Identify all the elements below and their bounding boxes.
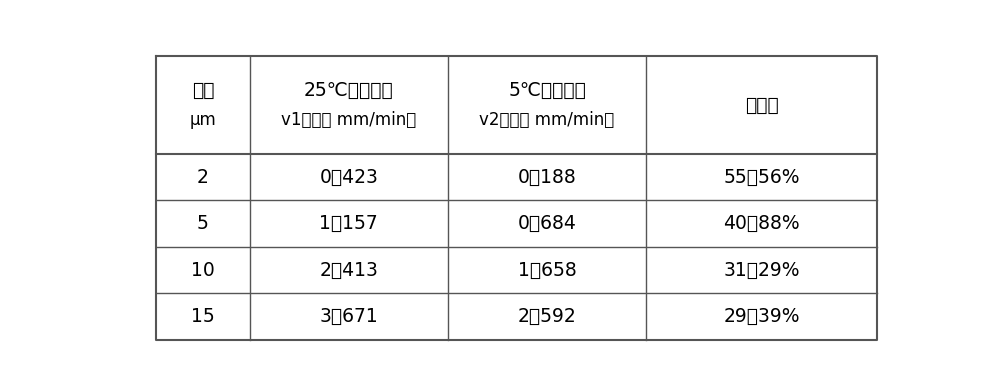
Text: 2．592: 2．592: [518, 307, 576, 326]
Text: 粒径: 粒径: [192, 81, 214, 100]
Text: v2（单位 mm/min）: v2（单位 mm/min）: [479, 111, 615, 129]
Text: 2．413: 2．413: [319, 261, 378, 279]
Text: 0．188: 0．188: [518, 168, 576, 187]
Text: 2: 2: [197, 168, 209, 187]
Text: 15: 15: [191, 307, 215, 326]
Text: 10: 10: [191, 261, 215, 279]
Text: 1．157: 1．157: [319, 214, 378, 233]
Text: 55．56%: 55．56%: [723, 168, 800, 187]
Text: 降速比: 降速比: [745, 96, 778, 114]
Text: 0．423: 0．423: [319, 168, 378, 187]
Text: 5℃沉降速度: 5℃沉降速度: [508, 81, 586, 100]
Text: 3．671: 3．671: [319, 307, 378, 326]
Text: 25℃沉降速度: 25℃沉降速度: [304, 81, 394, 100]
Text: 29．39%: 29．39%: [723, 307, 800, 326]
Text: 1．658: 1．658: [518, 261, 576, 279]
Text: 5: 5: [197, 214, 209, 233]
Text: 0．684: 0．684: [518, 214, 576, 233]
Text: μm: μm: [189, 111, 216, 129]
Text: 31．29%: 31．29%: [723, 261, 800, 279]
Text: 40．88%: 40．88%: [723, 214, 800, 233]
Text: v1（单位 mm/min）: v1（单位 mm/min）: [281, 111, 416, 129]
